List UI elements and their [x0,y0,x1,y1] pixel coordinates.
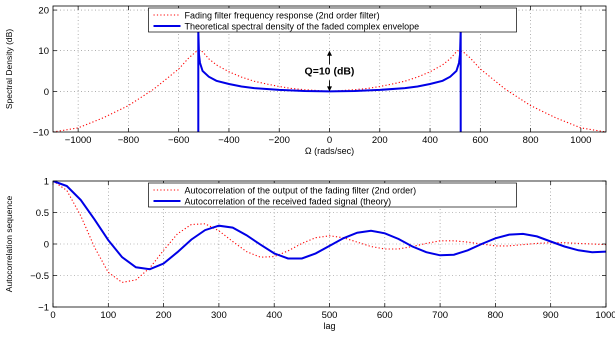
acf-xtick-label: 800 [487,310,503,321]
psd-legend: Fading filter frequency response (2nd or… [148,7,517,33]
psd-ytick-label: 0 [44,87,49,98]
acf-xtick-label: 0 [50,310,55,321]
psd-legend-label-0: Fading filter frequency response (2nd or… [185,10,380,20]
psd-xtick-label: 600 [472,135,488,146]
acf-xlabel: lag [323,321,335,331]
psd-xtick-label: 800 [523,135,539,146]
psd-ytick-label: 20 [38,6,49,17]
psd-xtick-label: 200 [372,135,388,146]
psd-ylabel: Spectral Density (dB) [4,29,14,109]
psd-series-0-line [53,50,606,132]
psd-series-1-line [197,30,462,132]
psd-annotation-bg [298,64,361,78]
acf-xtick-label: 1000 [595,310,615,321]
acf-xtick-label: 900 [543,310,559,321]
psd-annotation-arrowhead-up [327,50,332,56]
acf-xtick-label: 100 [100,310,116,321]
acf-legend-box [148,182,517,208]
psd-panel: −1000 −800 −600 −400 −200 0 200 400 600 800 1000−1… [4,6,607,156]
psd-xtick-label: −200 [269,135,290,146]
psd-xtick-label: 0 [327,135,332,146]
acf-legend-label-1: Autocorrelation of the received faded si… [185,196,392,206]
psd-annotation-label: Q=10 (dB) [305,66,355,78]
psd-xlabel: Ω (rads/sec) [305,146,354,156]
acf-xtick-label: 600 [377,310,393,321]
acf-legend: Autocorrelation of the output of the fad… [148,182,517,208]
acf-xtick-label: 500 [322,310,338,321]
acf-ytick-label: −0.5 [30,271,49,282]
acf-ytick-label: 1 [44,177,49,188]
psd-xtick-label: 1000 [570,135,591,146]
acf-legend-label-0: Autocorrelation of the output of the fad… [185,185,417,195]
acf-xtick-label: 200 [156,310,172,321]
psd-ytick-label: −10 [33,128,49,139]
psd-legend-label-1: Theoretical spectral density of the fade… [185,21,420,31]
psd-xtick-label: 400 [422,135,438,146]
acf-xtick-label: 700 [432,310,448,321]
psd-xtick-label: −600 [168,135,189,146]
psd-xtick-label: −400 [218,135,239,146]
psd-annotation-arrowhead-down [327,86,332,92]
acf-ytick-label: 0.5 [36,208,49,219]
acf-panel: 0 100 200 300 400 500 600 700 800 900 1000 −1 −0.5 0 0… [4,177,615,332]
psd-xtick-label: −800 [118,135,139,146]
psd-xtick-label: −1000 [65,135,92,146]
acf-xtick-label: 300 [211,310,227,321]
acf-series-1-line [53,181,606,271]
acf-ytick-label: −1 [38,303,49,314]
acf-series-0-line [53,181,606,283]
psd-legend-box [148,7,517,33]
acf-ytick-label: 0 [44,240,49,251]
psd-ytick-label: 10 [38,46,49,57]
psd-annotation: Q=10 (dB) [298,50,361,92]
acf-xtick-label: 400 [266,310,282,321]
acf-ylabel: Autocorrelation sequence [4,196,14,293]
